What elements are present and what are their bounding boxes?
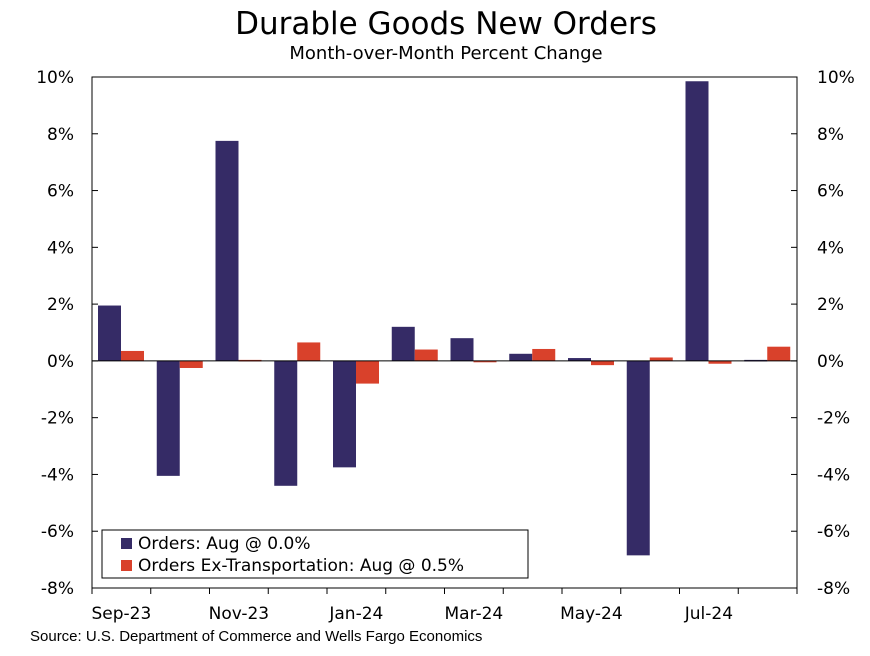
bar-ex-transport-Jan-24 bbox=[356, 360, 379, 384]
y-tick-label-right: -4% bbox=[817, 465, 850, 485]
bar-ex-transport-Sep-23 bbox=[121, 350, 144, 361]
chart-subtitle: Month-over-Month Percent Change bbox=[289, 43, 603, 64]
y-tick-label-left: -8% bbox=[41, 579, 74, 599]
source-note: Source: U.S. Department of Commerce and … bbox=[30, 628, 483, 645]
bar-ex-transport-Oct-23 bbox=[179, 360, 203, 368]
bar-orders-May-24 bbox=[568, 358, 591, 361]
y-tick-label-left: 6% bbox=[47, 182, 74, 202]
y-tick-label-right: 2% bbox=[817, 295, 844, 315]
left-y-axis: -8% -6% -4% -2% 0% 2% 4% 6% 8% 10% bbox=[36, 68, 98, 599]
legend-swatch bbox=[121, 538, 132, 549]
bars bbox=[98, 81, 791, 556]
bar-orders-Mar-24 bbox=[450, 338, 474, 361]
x-tick-label: Jul-24 bbox=[684, 604, 733, 624]
legend-swatch bbox=[121, 560, 132, 571]
y-tick-label-right: -8% bbox=[817, 579, 850, 599]
bar-orders-Oct-23 bbox=[156, 360, 180, 476]
bar-orders-Jan-24 bbox=[333, 360, 356, 468]
y-tick-label-left: 0% bbox=[47, 352, 74, 372]
y-tick-label-right: -2% bbox=[817, 409, 850, 429]
y-tick-label-left: 4% bbox=[47, 238, 74, 258]
bar-ex-transport-Dec-23 bbox=[297, 342, 321, 361]
y-tick-label-left: -4% bbox=[41, 465, 74, 485]
bar-ex-transport-Mar-24 bbox=[473, 360, 497, 363]
y-tick-label-right: 8% bbox=[817, 125, 844, 145]
x-tick-label: May-24 bbox=[560, 604, 623, 624]
y-tick-label-left: -2% bbox=[41, 409, 74, 429]
y-tick-label-left: 8% bbox=[47, 125, 74, 145]
legend-label: Orders Ex-Transportation: Aug @ 0.5% bbox=[138, 556, 464, 576]
y-tick-label-right: 4% bbox=[817, 238, 844, 258]
x-tick-label: Mar-24 bbox=[444, 604, 503, 624]
x-tick-label: Sep-23 bbox=[91, 604, 151, 624]
legend-label: Orders: Aug @ 0.0% bbox=[138, 534, 311, 554]
bar-ex-transport-Aug-24 bbox=[767, 346, 791, 361]
x-axis: Sep-23 Nov-23 Jan-24 Mar-24 May-24 Jul-24 bbox=[91, 588, 798, 624]
bar-orders-Feb-24 bbox=[391, 326, 415, 361]
bar-orders-Apr-24 bbox=[509, 353, 533, 361]
bar-ex-transport-Jun-24 bbox=[649, 357, 673, 361]
bar-ex-transport-May-24 bbox=[591, 360, 614, 366]
bar-orders-Nov-23 bbox=[215, 140, 239, 361]
legend-box bbox=[101, 529, 529, 579]
bar-orders-Dec-23 bbox=[274, 360, 298, 486]
bar-orders-Sep-23 bbox=[98, 305, 121, 361]
x-tick-label: Nov-23 bbox=[209, 604, 270, 624]
y-tick-label-right: 6% bbox=[817, 182, 844, 202]
y-tick-label-left: 10% bbox=[36, 68, 74, 88]
legend: Orders: Aug @ 0.0%Orders Ex-Transportati… bbox=[101, 529, 529, 579]
bar-orders-Jun-24 bbox=[626, 360, 650, 556]
y-tick-label-right: 10% bbox=[817, 68, 855, 88]
y-tick-label-left: -6% bbox=[41, 522, 74, 542]
x-tick-label: Jan-24 bbox=[328, 604, 383, 624]
y-tick-label-left: 2% bbox=[47, 295, 74, 315]
bar-ex-transport-Apr-24 bbox=[532, 348, 556, 361]
bar-ex-transport-Jul-24 bbox=[708, 360, 732, 364]
right-y-axis: -8% -6% -4% -2% 0% 2% 4% 6% 8% 10% bbox=[791, 68, 855, 599]
bar-orders-Jul-24 bbox=[685, 81, 709, 361]
chart-title: Durable Goods New Orders bbox=[235, 6, 657, 42]
y-tick-label-right: 0% bbox=[817, 352, 844, 372]
bar-ex-transport-Feb-24 bbox=[414, 349, 438, 361]
y-tick-label-right: -6% bbox=[817, 522, 850, 542]
